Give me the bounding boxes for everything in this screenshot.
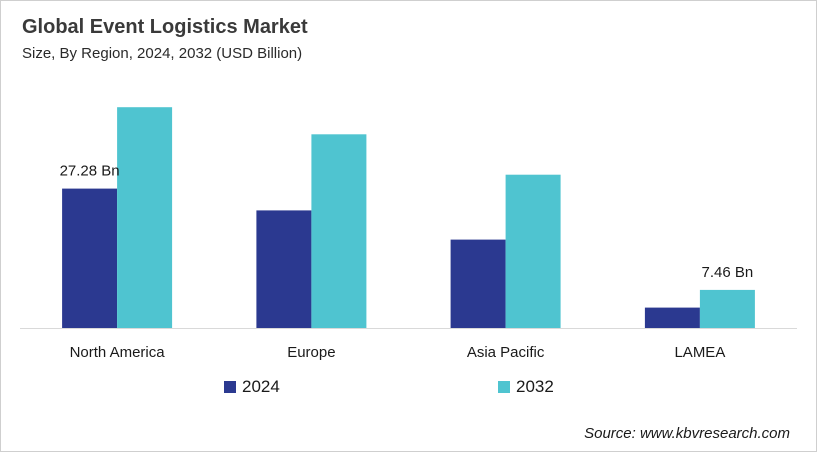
chart-title: Global Event Logistics Market bbox=[22, 16, 308, 38]
bar-2024-europe bbox=[256, 210, 312, 328]
source-note: Source: www.kbvresearch.com bbox=[584, 425, 790, 442]
bar-2032-asia-pacific bbox=[505, 174, 561, 328]
x-tick-label: Europe bbox=[287, 344, 335, 361]
x-tick-label: North America bbox=[70, 344, 166, 361]
legend-swatch-2032 bbox=[498, 381, 510, 393]
x-tick-label: LAMEA bbox=[674, 344, 725, 361]
bar-2032-north-america bbox=[117, 107, 173, 328]
chart-subtitle: Size, By Region, 2024, 2032 (USD Billion… bbox=[22, 45, 303, 62]
bar-2032-lamea bbox=[699, 289, 755, 328]
bar-2024-lamea bbox=[644, 307, 700, 328]
x-tick-label: Asia Pacific bbox=[467, 344, 545, 361]
data-label: 27.28 Bn bbox=[60, 163, 120, 180]
bar-2024-north-america bbox=[62, 188, 118, 328]
legend: 2024 2032 bbox=[0, 377, 817, 401]
legend-label-2024: 2024 bbox=[242, 377, 280, 396]
legend-item-2024: 2024 bbox=[224, 377, 280, 397]
bar-2024-asia-pacific bbox=[450, 239, 506, 328]
legend-label-2032: 2032 bbox=[516, 377, 554, 396]
legend-item-2032: 2032 bbox=[498, 377, 554, 397]
legend-swatch-2024 bbox=[224, 381, 236, 393]
bar-2032-europe bbox=[311, 134, 367, 328]
data-label: 7.46 Bn bbox=[702, 264, 754, 281]
